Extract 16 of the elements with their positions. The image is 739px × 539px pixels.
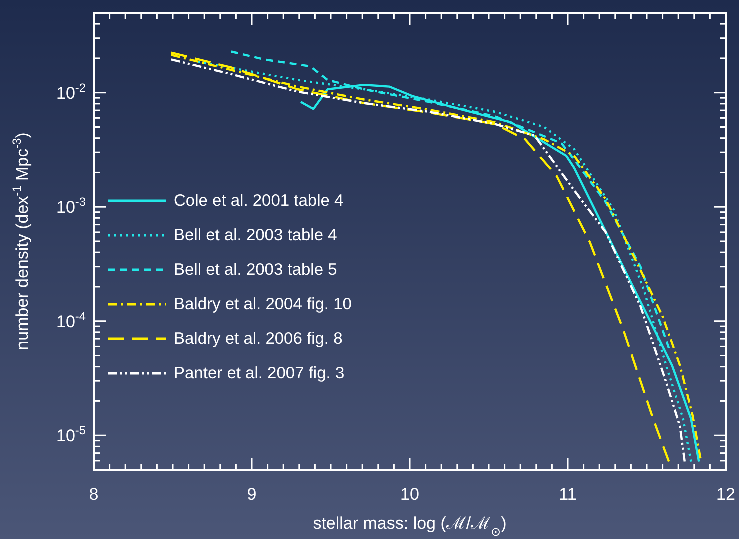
legend-label: Bell et al. 2003 table 5 [174, 261, 338, 279]
x-tick-label: 8 [89, 485, 99, 504]
legend-label: Panter et al. 2007 fig. 3 [174, 364, 345, 382]
y-tick-label: 10$^{-4}$ [56, 309, 86, 332]
x-tick-label: 11 [559, 485, 577, 504]
legend-label: Baldry et al. 2004 fig. 10 [174, 296, 352, 314]
x-tick-label: 10 [400, 485, 420, 504]
legend-label: Bell et al. 2003 table 4 [174, 226, 338, 244]
y-tick-label: 10$^{-2}$ [56, 80, 86, 103]
x-tick-label: 9 [247, 485, 257, 504]
legend-label: Baldry et al. 2006 fig. 8 [174, 330, 343, 348]
legend-label: Cole et al. 2001 table 4 [174, 192, 344, 210]
y-tick-label: 10$^{-3}$ [56, 195, 86, 218]
x-tick-label: 12 [716, 485, 736, 504]
x-axis-title: stellar mass: log (ℳ/ℳ$_{⊙}$) [313, 514, 507, 539]
y-tick-label: 10$^{-5}$ [56, 424, 86, 446]
